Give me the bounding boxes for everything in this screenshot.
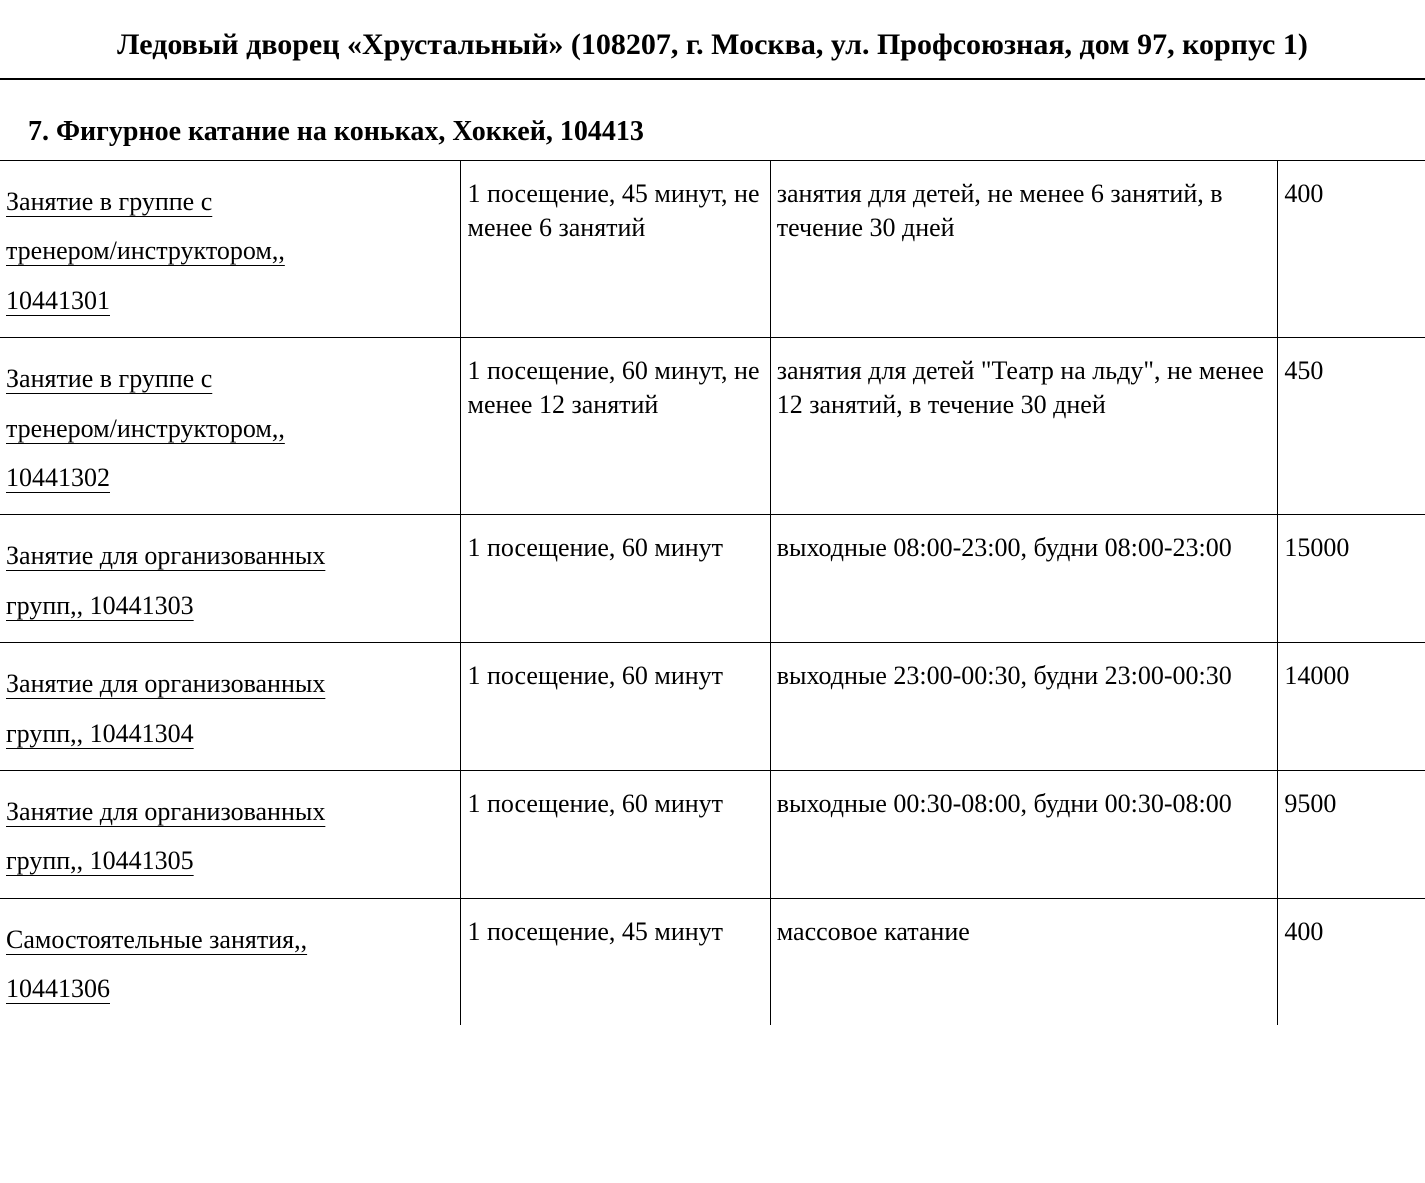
service-name-line: 10441306 (6, 974, 110, 1003)
service-name-line: Занятие в группе с (6, 187, 212, 216)
price-cell: 400 (1278, 898, 1425, 1025)
price-cell: 9500 (1278, 770, 1425, 898)
table-row: Занятие для организованных групп,, 104413… (0, 643, 1425, 771)
service-name-cell: Самостоятельные занятия,, 10441306 (0, 898, 461, 1025)
unit-cell: 1 посещение, 45 минут, не менее 6 заняти… (461, 161, 770, 338)
description-cell: выходные 00:30-08:00, будни 00:30-08:00 (770, 770, 1278, 898)
service-name-line: Занятие для организованных (6, 797, 325, 826)
price-cell: 15000 (1278, 515, 1425, 643)
table-row: Занятие в группе с тренером/инструктором,… (0, 161, 1425, 338)
unit-cell: 1 посещение, 60 минут (461, 515, 770, 643)
price-cell: 14000 (1278, 643, 1425, 771)
service-name-line: тренером/инструктором,, (6, 414, 285, 443)
table-row: Самостоятельные занятия,, 10441306 1 посещ… (0, 898, 1425, 1025)
price-cell: 450 (1278, 338, 1425, 515)
description-cell: выходные 08:00-23:00, будни 08:00-23:00 (770, 515, 1278, 643)
service-name-line: тренером/инструктором,, (6, 236, 285, 265)
service-name-line: Занятие для организованных (6, 669, 325, 698)
service-name-line: групп,, 10441304 (6, 719, 194, 748)
unit-cell: 1 посещение, 60 минут, не менее 12 занят… (461, 338, 770, 515)
service-name-cell: Занятие для организованных групп,, 104413… (0, 643, 461, 771)
service-name-cell: Занятие для организованных групп,, 104413… (0, 515, 461, 643)
description-cell: занятия для детей, не менее 6 занятий, в… (770, 161, 1278, 338)
service-name-cell: Занятие в группе с тренером/инструктором,… (0, 161, 461, 338)
price-table-body: Занятие в группе с тренером/инструктором,… (0, 161, 1425, 1026)
service-name-line: групп,, 10441303 (6, 591, 194, 620)
price-cell: 400 (1278, 161, 1425, 338)
service-name-line: 10441302 (6, 463, 110, 492)
unit-cell: 1 посещение, 60 минут (461, 643, 770, 771)
unit-cell: 1 посещение, 45 минут (461, 898, 770, 1025)
service-name-line: Занятие в группе с (6, 364, 212, 393)
service-name-line: 10441301 (6, 286, 110, 315)
description-cell: выходные 23:00-00:30, будни 23:00-00:30 (770, 643, 1278, 771)
description-cell: занятия для детей "Театр на льду", не ме… (770, 338, 1278, 515)
service-name-line: Занятие для организованных (6, 541, 325, 570)
table-row: Занятие для организованных групп,, 104413… (0, 770, 1425, 898)
price-table: Занятие в группе с тренером/инструктором,… (0, 160, 1425, 1025)
page-title: Ледовый дворец «Хрустальный» (108207, г.… (0, 28, 1425, 78)
section-heading: 7. Фигурное катание на коньках, Хоккей, … (0, 80, 1425, 160)
table-row: Занятие в группе с тренером/инструктором,… (0, 338, 1425, 515)
service-name-cell: Занятие в группе с тренером/инструктором,… (0, 338, 461, 515)
service-name-cell: Занятие для организованных групп,, 104413… (0, 770, 461, 898)
table-row: Занятие для организованных групп,, 104413… (0, 515, 1425, 643)
description-cell: массовое катание (770, 898, 1278, 1025)
unit-cell: 1 посещение, 60 минут (461, 770, 770, 898)
service-name-line: Самостоятельные занятия,, (6, 925, 307, 954)
service-name-line: групп,, 10441305 (6, 846, 194, 875)
